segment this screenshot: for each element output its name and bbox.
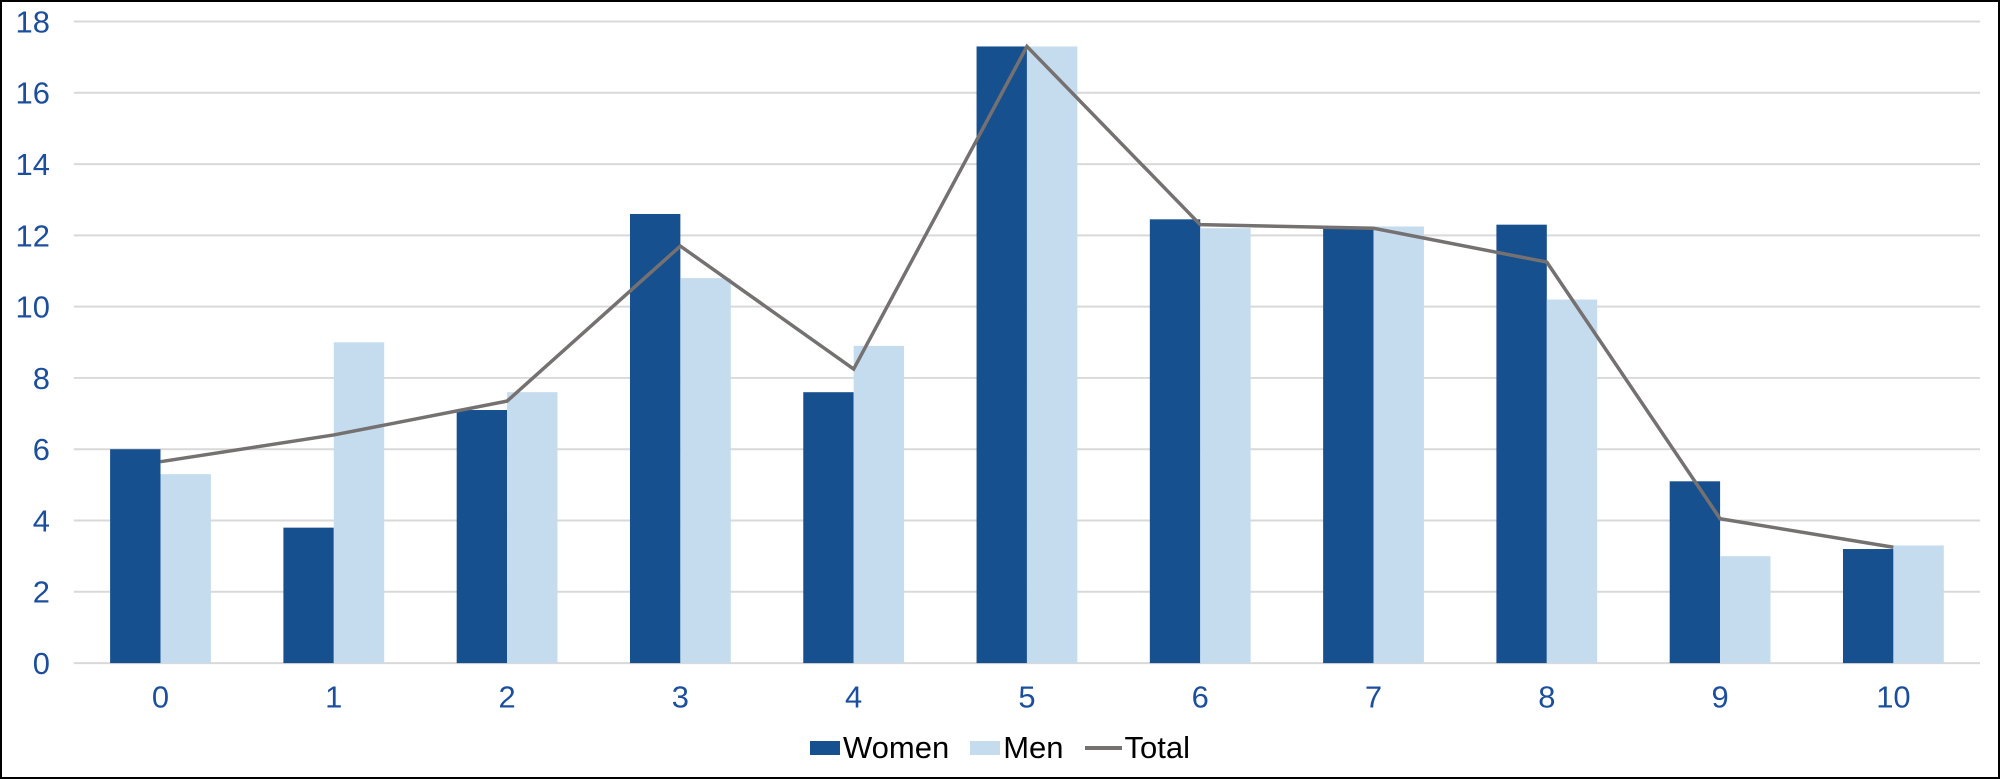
bar-men-0 [160, 474, 211, 664]
legend-label-women: Women [842, 730, 950, 765]
y-tick-label-10: 10 [16, 290, 50, 325]
x-tick-label-9: 9 [1712, 679, 1729, 714]
y-tick-label-6: 6 [33, 432, 50, 467]
y-tick-label-4: 4 [33, 504, 50, 539]
bar-men-6 [1200, 228, 1251, 664]
y-tick-label-2: 2 [33, 575, 50, 610]
bar-men-1 [333, 342, 385, 664]
legend-item-men: Men [970, 730, 1064, 765]
bar-men-10 [1893, 545, 1944, 664]
bar-women-5 [976, 46, 1027, 664]
x-tick-label-6: 6 [1192, 679, 1209, 714]
x-tick-label-1: 1 [325, 679, 342, 714]
bar-women-9 [1669, 481, 1721, 664]
bar-women-7 [1323, 228, 1374, 664]
total-line [160, 43, 1894, 549]
legend-swatch-men-icon [970, 741, 1001, 755]
bar-women-3 [629, 213, 681, 664]
legend-label-total: Total [1124, 730, 1191, 765]
x-tick-label-10: 10 [1876, 679, 1910, 714]
bar-men-8 [1546, 299, 1598, 664]
y-tick-label-14: 14 [16, 147, 50, 182]
y-tick-label-18: 18 [16, 4, 50, 39]
y-tick-label-16: 16 [16, 76, 50, 111]
x-tick-label-7: 7 [1365, 679, 1382, 714]
y-tick-label-0: 0 [33, 646, 50, 681]
bar-women-4 [803, 392, 854, 664]
x-tick-label-4: 4 [845, 679, 862, 714]
legend-swatch-women-icon [809, 741, 840, 755]
bar-men-5 [1026, 46, 1078, 664]
bar-women-6 [1149, 219, 1201, 664]
bar-women-10 [1842, 549, 1894, 664]
legend-item-total: Total [1084, 730, 1191, 765]
legend: Women Men Total [2, 731, 1998, 765]
x-tick-label-3: 3 [672, 679, 689, 714]
legend-label-men: Men [1003, 730, 1064, 765]
bar-men-2 [507, 392, 558, 664]
bar-women-1 [283, 527, 334, 664]
x-tick-label-8: 8 [1538, 679, 1555, 714]
x-tick-label-0: 0 [152, 679, 169, 714]
bar-men-9 [1720, 556, 1771, 664]
bar-women-8 [1496, 224, 1547, 664]
bar-men-4 [853, 345, 905, 664]
y-tick-label-8: 8 [33, 361, 50, 396]
legend-item-women: Women [809, 730, 950, 765]
bar-women-0 [110, 449, 161, 664]
bar-women-2 [456, 410, 508, 664]
x-tick-label-2: 2 [498, 679, 515, 714]
x-tick-label-5: 5 [1018, 679, 1035, 714]
bar-men-3 [680, 278, 731, 664]
legend-swatch-total-line-icon [1084, 746, 1122, 750]
y-tick-label-12: 12 [16, 218, 50, 253]
bar-men-7 [1373, 226, 1424, 664]
